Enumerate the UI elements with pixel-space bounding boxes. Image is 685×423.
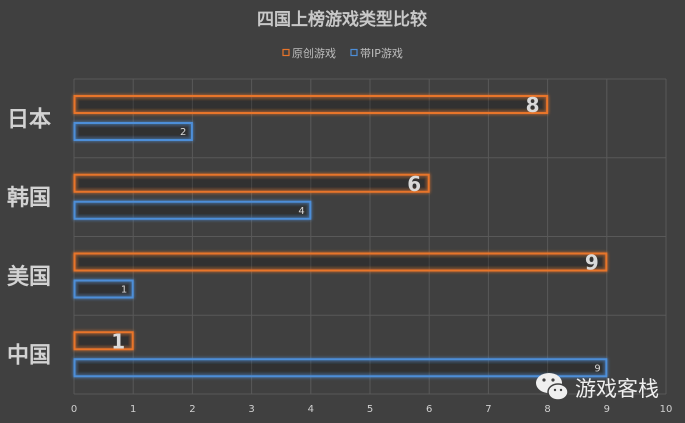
data-label: 8	[526, 93, 540, 117]
wechat-icon	[536, 373, 569, 401]
bar-ip	[73, 122, 193, 141]
legend: 原创游戏 带IP游戏	[282, 47, 403, 60]
x-tick-label: 1	[130, 404, 136, 415]
x-tick-label: 7	[485, 404, 491, 415]
bar-ip	[73, 200, 312, 220]
category-label: 日本	[7, 107, 51, 132]
gridlines	[73, 78, 667, 395]
x-tick-label: 9	[604, 404, 610, 415]
data-label: 6	[407, 172, 421, 196]
data-label: 4	[298, 206, 304, 217]
legend-item: 原创游戏	[282, 47, 336, 60]
data-label: 1	[121, 285, 127, 296]
x-tick-label: 3	[248, 404, 254, 415]
data-label: 9	[585, 251, 599, 275]
legend-swatch	[350, 48, 358, 57]
x-tick-label: 0	[71, 404, 77, 415]
category-label: 韩国	[7, 185, 51, 211]
data-label: 2	[180, 127, 186, 138]
x-tick-label: 4	[308, 404, 314, 415]
bar-original	[73, 331, 134, 351]
x-tick-label: 10	[660, 404, 673, 415]
watermark-text: 游戏客栈	[575, 377, 659, 401]
category-label: 中国	[7, 344, 51, 369]
data-label: 1	[111, 329, 125, 353]
legend-label: 原创游戏	[292, 47, 336, 60]
x-tick-label: 6	[426, 404, 432, 415]
legend-label: 带IP游戏	[360, 47, 403, 60]
bar-original	[73, 173, 430, 193]
value-labels: 8 2 6 4 9 1 1 9	[111, 93, 601, 374]
legend-item: 带IP游戏	[350, 47, 403, 60]
x-axis-ticks: 0 1 2 3 4 5 6 7 8 9 10	[71, 404, 673, 415]
legend-swatch	[282, 48, 290, 57]
bars	[73, 95, 608, 378]
watermark: 游戏客栈	[536, 373, 659, 401]
x-tick-label: 8	[544, 404, 550, 415]
bar-ip	[73, 358, 608, 378]
x-tick-label: 5	[367, 404, 373, 415]
data-label: 9	[594, 363, 600, 374]
category-label: 美国	[7, 264, 51, 290]
bar-original	[73, 252, 608, 272]
bar-ip	[73, 279, 134, 299]
bar-original	[73, 95, 549, 114]
x-tick-label: 2	[189, 404, 195, 415]
chart-title: 四国上榜游戏类型比较	[257, 9, 427, 30]
